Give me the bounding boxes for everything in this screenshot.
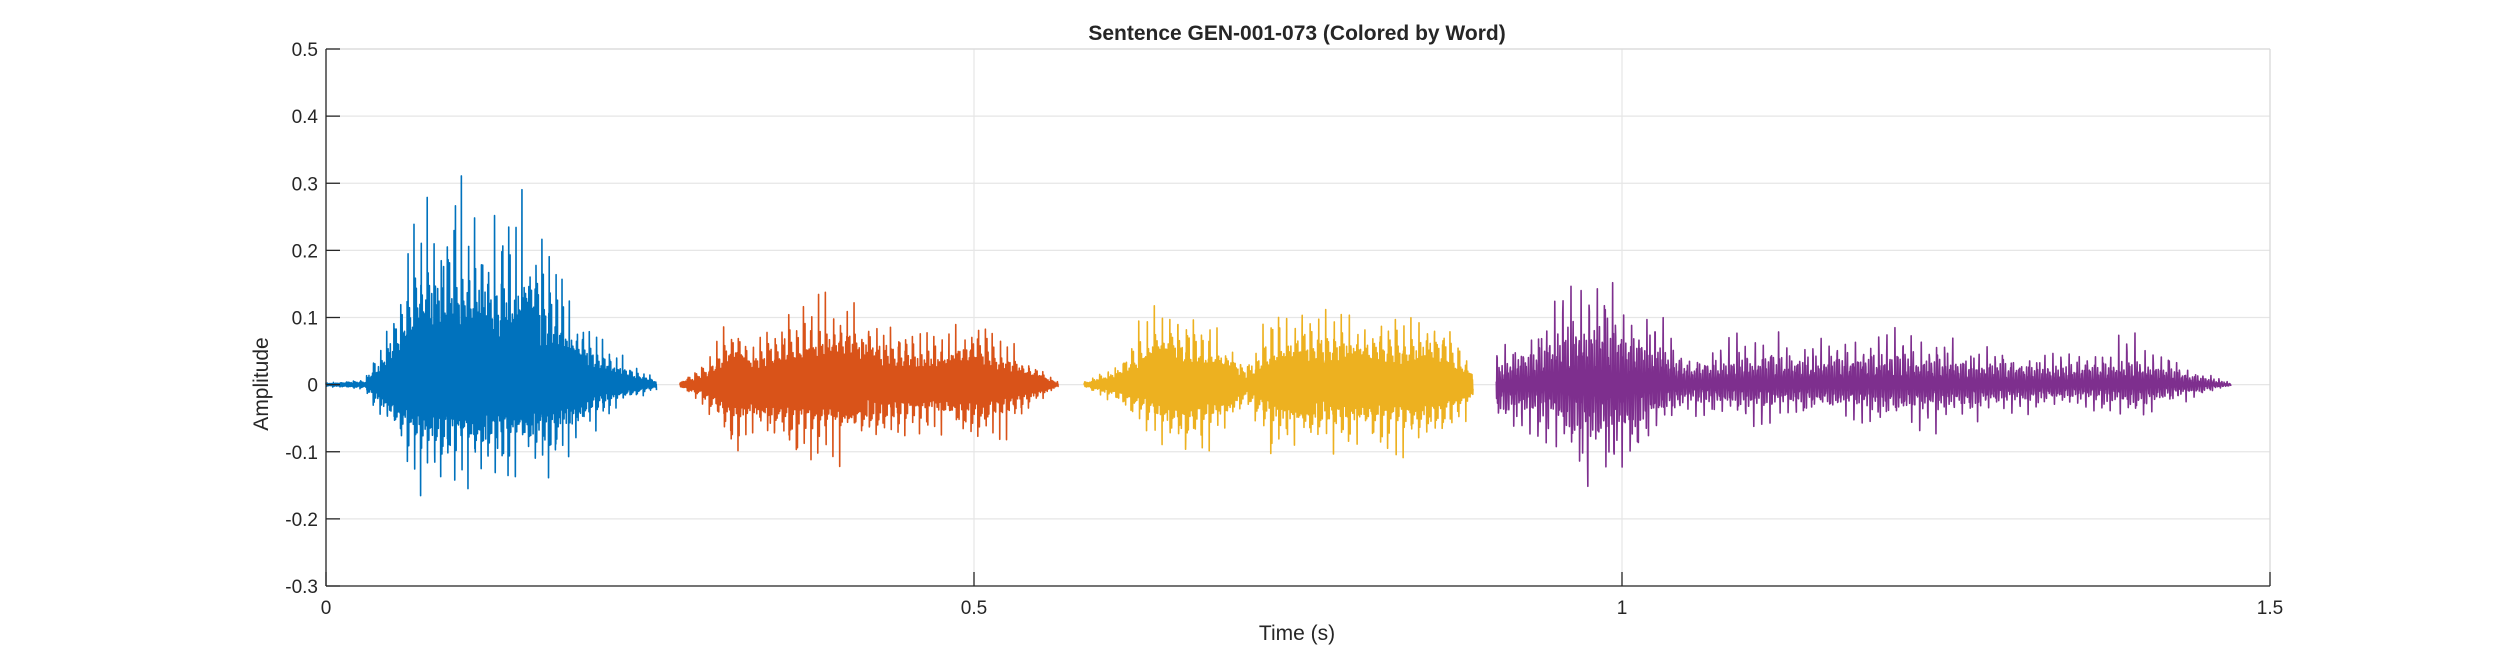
x-tick-label: 0.5 [961, 598, 987, 619]
x-axis-label: Time (s) [1259, 622, 1335, 645]
y-tick-label: -0.1 [285, 443, 318, 464]
y-tick-label: 0.4 [292, 107, 319, 128]
axes: -0.3 -0.2 -0.1 0 0.1 0.2 0.3 0.4 0.5 0 0.5 1 1.5 [285, 40, 2283, 619]
x-tick-label: 1 [1617, 598, 1628, 619]
x-tick-label: 1.5 [2257, 598, 2283, 619]
y-tick-label: -0.2 [285, 510, 318, 531]
grid [325, 48, 2271, 587]
y-tick-label: 0 [307, 376, 318, 397]
y-tick-label: 0.5 [292, 40, 318, 61]
waveform-word-3 [1083, 305, 1474, 459]
y-tick-label: 0.2 [292, 241, 318, 262]
waveform-word-4 [1495, 281, 2232, 488]
x-tick-label: 0 [321, 598, 332, 619]
y-axis-label: Amplitude [250, 337, 273, 430]
y-tick-label: -0.3 [285, 577, 318, 598]
y-tick-label: 0.1 [292, 309, 318, 330]
waveform-series-group [325, 175, 2232, 497]
y-tick-label: 0.3 [292, 174, 318, 195]
chart-title: Sentence GEN-001-073 (Colored by Word) [1088, 22, 1505, 45]
waveform-word-1 [325, 175, 658, 497]
waveform-word-2 [679, 291, 1059, 468]
